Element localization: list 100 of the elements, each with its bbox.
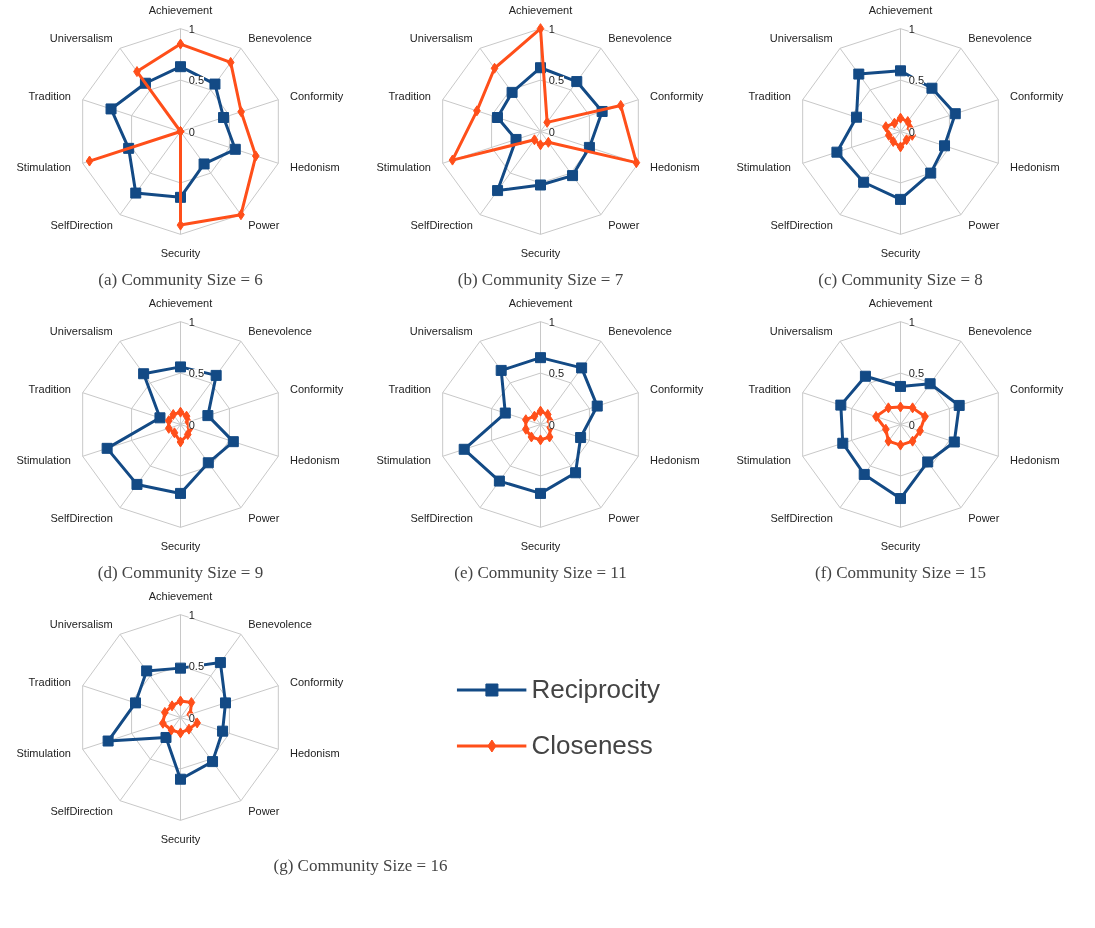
spoke-label: Benevolence	[248, 618, 312, 631]
legend-label: Closeness	[531, 729, 653, 761]
text: (a) Community Size = 6	[98, 269, 263, 289]
text: (d) Community Size = 9	[97, 562, 264, 582]
text: (f) Community Size = 15	[814, 562, 987, 582]
y-tick-label: 0.5	[188, 660, 205, 673]
y-tick-label: 1	[908, 315, 915, 328]
spoke-label: Security	[160, 539, 201, 552]
spoke-label: Stimulation	[16, 454, 71, 467]
spoke-label: Achievement	[148, 297, 213, 310]
y-tick-label: 1	[548, 315, 555, 328]
spoke-label: Power	[608, 511, 640, 524]
spoke-label: Hedonism	[650, 161, 700, 174]
spoke-label: Benevolence	[248, 32, 312, 45]
y-tick-label: 0	[548, 125, 555, 138]
spoke-label: Security	[160, 832, 201, 845]
spoke-label: Conformity	[290, 675, 344, 688]
y-tick-label: 0.5	[548, 367, 565, 380]
y-tick-label: 0	[188, 125, 195, 138]
spoke-label: Power	[248, 511, 280, 524]
spoke-label: Universalism	[769, 32, 833, 45]
spoke-label: Universalism	[49, 32, 113, 45]
spoke-label: Achievement	[148, 4, 213, 17]
spoke-label: Benevolence	[968, 325, 1032, 338]
spoke-label: Tradition	[28, 675, 71, 688]
spoke-label: Benevolence	[248, 325, 312, 338]
y-tick-label: 0.5	[548, 74, 565, 87]
spoke-label: Conformity	[290, 89, 344, 102]
spoke-label: Tradition	[388, 382, 431, 395]
spoke-label: Security	[520, 539, 561, 552]
text: (e) Community Size = 11	[454, 562, 627, 582]
y-tick-label: 0.5	[188, 367, 205, 380]
y-tick-label: 1	[548, 22, 555, 35]
spoke-label: Conformity	[290, 382, 344, 395]
spoke-label: Benevolence	[608, 325, 672, 338]
spoke-label: Achievement	[868, 4, 933, 17]
spoke-label: Benevolence	[968, 32, 1032, 45]
spoke-label: Security	[160, 246, 201, 259]
spoke-label: Universalism	[49, 618, 113, 631]
spoke-label: Power	[608, 218, 640, 231]
y-tick-label: 1	[908, 22, 915, 35]
spoke-label: Conformity	[1010, 89, 1064, 102]
spoke-label: Universalism	[769, 325, 833, 338]
spoke-label: Hedonism	[290, 454, 340, 467]
spoke-label: SelfDirection	[770, 511, 833, 524]
spoke-label: Universalism	[409, 32, 473, 45]
y-tick-label: 1	[188, 608, 195, 621]
spoke-label: SelfDirection	[50, 511, 113, 524]
spoke-label: Stimulation	[376, 454, 431, 467]
spoke-label: Achievement	[868, 297, 933, 310]
y-tick-label: 0	[908, 418, 915, 431]
spoke-label: Tradition	[748, 89, 791, 102]
spoke-label: Universalism	[409, 325, 473, 338]
spoke-label: Tradition	[28, 382, 71, 395]
spoke-label: Tradition	[28, 89, 71, 102]
y-tick-label: 0	[548, 418, 555, 431]
spoke-label: Stimulation	[16, 747, 71, 760]
spoke-label: Achievement	[148, 590, 213, 603]
spoke-label: Power	[248, 218, 280, 231]
y-tick-label: 0	[908, 125, 915, 138]
y-tick-label: 0.5	[908, 367, 925, 380]
spoke-label: Tradition	[748, 382, 791, 395]
spoke-label: Security	[880, 539, 921, 552]
text: (b) Community Size = 7	[457, 269, 624, 289]
y-tick-label: 0	[188, 418, 195, 431]
y-tick-label: 0.5	[188, 74, 205, 87]
spoke-label: Stimulation	[376, 161, 431, 174]
y-tick-label: 0	[188, 711, 195, 724]
spoke-label: Stimulation	[736, 454, 791, 467]
spoke-label: SelfDirection	[50, 218, 113, 231]
spoke-label: Achievement	[508, 4, 573, 17]
spoke-label: Power	[248, 804, 280, 817]
spoke-label: Hedonism	[290, 747, 340, 760]
spoke-label: Universalism	[49, 325, 113, 338]
spoke-label: Hedonism	[650, 454, 700, 467]
spoke-label: Tradition	[388, 89, 431, 102]
spoke-label: SelfDirection	[410, 218, 473, 231]
spoke-label: Security	[880, 246, 921, 259]
spoke-label: SelfDirection	[770, 218, 833, 231]
spoke-label: Hedonism	[1010, 454, 1060, 467]
spoke-label: Stimulation	[736, 161, 791, 174]
spoke-label: Power	[968, 511, 1000, 524]
spoke-label: Conformity	[650, 89, 704, 102]
spoke-label: Security	[520, 246, 561, 259]
spoke-label: Conformity	[1010, 382, 1064, 395]
y-tick-label: 1	[188, 315, 195, 328]
y-tick-label: 0.5	[908, 74, 925, 87]
spoke-label: Achievement	[508, 297, 573, 310]
spoke-label: SelfDirection	[410, 511, 473, 524]
text: (c) Community Size = 8	[818, 269, 983, 289]
legend-label: Reciprocity	[531, 673, 660, 705]
y-tick-label: 1	[188, 22, 195, 35]
spoke-label: Power	[968, 218, 1000, 231]
spoke-label: SelfDirection	[50, 804, 113, 817]
spoke-label: Hedonism	[1010, 161, 1060, 174]
spoke-label: Benevolence	[608, 32, 672, 45]
spoke-label: Stimulation	[16, 161, 71, 174]
text: (g) Community Size = 16	[273, 855, 448, 875]
spoke-label: Hedonism	[290, 161, 340, 174]
spoke-label: Conformity	[650, 382, 704, 395]
